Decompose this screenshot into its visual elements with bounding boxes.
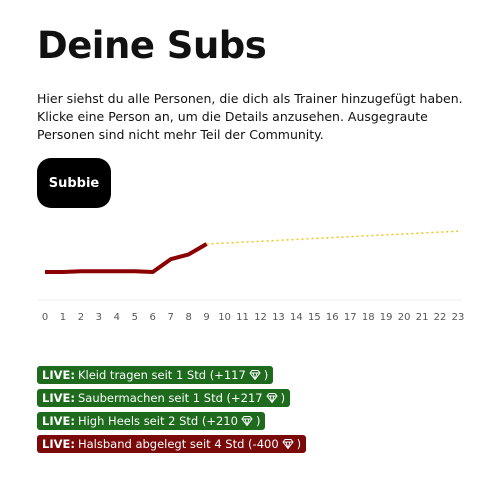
- live-label: LIVE:: [42, 437, 75, 451]
- badge-row: LIVE: Saubermachen seit 1 Std (+217): [37, 387, 306, 410]
- badge-row: LIVE: Kleid tragen seit 1 Std (+117): [37, 364, 306, 387]
- live-badge: LIVE: Saubermachen seit 1 Std (+217): [37, 389, 291, 407]
- x-tick-label: 0: [42, 312, 48, 323]
- chart: 0 1 2 3 4 5 6 7 8 9 10 11 12 13 14 15 16 17 18 19 20 21 22 23: [37, 230, 465, 323]
- sub-button[interactable]: Subbie: [37, 158, 111, 208]
- x-tick-label: 15: [308, 312, 321, 323]
- badge-text: Saubermachen seit 1 Std (+217: [77, 391, 263, 405]
- x-tick-label: 17: [344, 312, 357, 323]
- x-tick-label: 9: [203, 312, 209, 323]
- badge-text: High Heels seit 2 Std (+210: [77, 414, 238, 428]
- badge-row: LIVE: Halsband abgelegt seit 4 Std (-400): [37, 433, 307, 456]
- badge-suffix: ): [263, 368, 269, 382]
- x-tick-label: 20: [398, 312, 411, 323]
- x-tick-label: 10: [218, 312, 231, 323]
- live-label: LIVE:: [42, 414, 75, 428]
- x-tick-label: 13: [272, 312, 285, 323]
- badge-text: Halsband abgelegt seit 4 Std (-400: [77, 437, 279, 451]
- x-tick-label: 22: [434, 312, 447, 323]
- x-tick-label: 6: [150, 312, 156, 323]
- x-tick-label: 16: [326, 312, 339, 323]
- x-tick-label: 12: [254, 312, 267, 323]
- live-badge: LIVE: Halsband abgelegt seit 4 Std (-400): [37, 435, 307, 453]
- badge-suffix: ): [296, 437, 302, 451]
- x-tick-label: 2: [78, 312, 84, 323]
- line: [206, 230, 459, 245]
- description: Hier siehst du alle Personen, die dich a…: [37, 91, 463, 142]
- x-tick-label: 7: [168, 312, 174, 323]
- x-tick-label: 3: [96, 312, 102, 323]
- badge-list: LIVE: Kleid tragen seit 1 Std (+117) LIVE:…: [37, 364, 307, 456]
- x-tick-label: 5: [132, 312, 138, 323]
- line: [45, 242, 208, 274]
- live-badge: LIVE: Kleid tragen seit 1 Std (+117): [37, 366, 274, 384]
- badge-suffix: ): [255, 414, 261, 428]
- x-tick-label: 4: [114, 312, 120, 323]
- x-tick-label: 11: [236, 312, 249, 323]
- badge-row: LIVE: High Heels seit 2 Std (+210): [37, 410, 306, 433]
- x-tick-label: 19: [380, 312, 393, 323]
- x-tick-label: 14: [290, 312, 303, 323]
- x-tick-label: 1: [60, 312, 66, 323]
- x-tick-label: 21: [416, 312, 429, 323]
- live-badge: LIVE: High Heels seit 2 Std (+210): [37, 412, 266, 430]
- badge-text: Kleid tragen seit 1 Std (+117: [77, 368, 246, 382]
- live-label: LIVE:: [42, 368, 75, 382]
- x-tick-label: 18: [362, 312, 375, 323]
- live-label: LIVE:: [42, 391, 75, 405]
- x-tick-label: 8: [185, 312, 191, 323]
- title: Deine Subs: [37, 24, 267, 67]
- x-tick-label: 23: [452, 312, 465, 323]
- badge-suffix: ): [280, 391, 286, 405]
